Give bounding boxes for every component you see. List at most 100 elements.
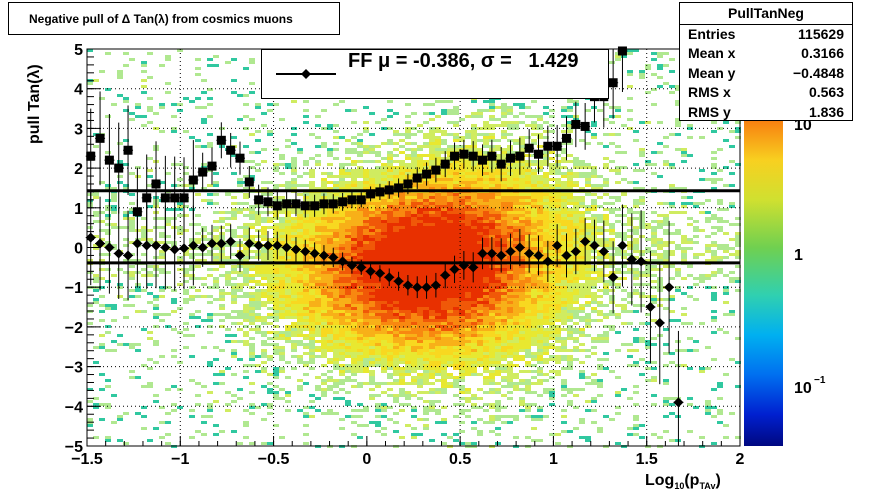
heatmap-cell (489, 100, 495, 103)
heatmap-cell (483, 334, 489, 337)
heatmap-cell (447, 100, 453, 103)
heatmap-cell (387, 256, 393, 259)
heatmap-cell (183, 328, 189, 331)
heatmap-cell (393, 283, 399, 286)
heatmap-cell (177, 163, 183, 166)
heatmap-cell (243, 232, 249, 235)
heatmap-cell (309, 331, 315, 334)
heatmap-cell (567, 193, 573, 196)
heatmap-cell (243, 160, 249, 163)
heatmap-cell (591, 307, 597, 310)
heatmap-cell (441, 280, 447, 283)
heatmap-cell (117, 142, 123, 145)
heatmap-cell (465, 181, 471, 184)
heatmap-cell (489, 280, 495, 283)
heatmap-cell (687, 322, 693, 325)
heatmap-cell (513, 316, 519, 319)
heatmap-cell (453, 133, 459, 136)
heatmap-cell (387, 271, 393, 274)
heatmap-cell (147, 238, 153, 241)
heatmap-cell (303, 121, 309, 124)
heatmap-cell (537, 277, 543, 280)
heatmap-cell (393, 211, 399, 214)
heatmap-cell (273, 307, 279, 310)
heatmap-cell (561, 220, 567, 223)
heatmap-cell (639, 304, 645, 307)
heatmap-cell (609, 226, 615, 229)
heatmap-cell (231, 58, 237, 61)
heatmap-cell (561, 238, 567, 241)
heatmap-cell (561, 316, 567, 319)
heatmap-cell (543, 199, 549, 202)
heatmap-cell (735, 280, 741, 283)
heatmap-cell (327, 127, 333, 130)
heatmap-cell (651, 187, 657, 190)
heatmap-cell (363, 259, 369, 262)
heatmap-cell (159, 64, 165, 67)
heatmap-cell (483, 139, 489, 142)
heatmap-cell (219, 211, 225, 214)
heatmap-cell (99, 319, 105, 322)
heatmap-cell (291, 322, 297, 325)
heatmap-cell (213, 55, 219, 58)
heatmap-cell (147, 283, 153, 286)
heatmap-cell (105, 199, 111, 202)
heatmap-cell (657, 253, 663, 256)
heatmap-cell (477, 181, 483, 184)
heatmap-cell (285, 295, 291, 298)
heatmap-cell (507, 280, 513, 283)
heatmap-cell (381, 250, 387, 253)
heatmap-cell (507, 259, 513, 262)
heatmap-cell (507, 172, 513, 175)
heatmap-cell (195, 214, 201, 217)
heatmap-cell (297, 217, 303, 220)
heatmap-cell (321, 313, 327, 316)
heatmap-cell (465, 298, 471, 301)
heatmap-cell (111, 247, 117, 250)
heatmap-cell (255, 307, 261, 310)
heatmap-cell (429, 328, 435, 331)
heatmap-cell (693, 235, 699, 238)
heatmap-cell (507, 127, 513, 130)
heatmap-cell (699, 136, 705, 139)
heatmap-cell (231, 316, 237, 319)
heatmap-cell (459, 322, 465, 325)
heatmap-cell (735, 232, 741, 235)
heatmap-cell (603, 253, 609, 256)
heatmap-cell (381, 328, 387, 331)
heatmap-cell (651, 52, 657, 55)
heatmap-cell (735, 256, 741, 259)
heatmap-cell (429, 331, 435, 334)
heatmap-cell (87, 259, 93, 262)
heatmap-cell (525, 124, 531, 127)
heatmap-cell (441, 283, 447, 286)
heatmap-cell (207, 316, 213, 319)
heatmap-cell (105, 88, 111, 91)
heatmap-cell (711, 187, 717, 190)
heatmap-cell (717, 178, 723, 181)
heatmap-cell (291, 307, 297, 310)
heatmap-cell (375, 196, 381, 199)
heatmap-cell (417, 247, 423, 250)
heatmap-cell (345, 304, 351, 307)
heatmap-cell (465, 301, 471, 304)
heatmap-cell (381, 283, 387, 286)
heatmap-cell (213, 280, 219, 283)
heatmap-cell (567, 274, 573, 277)
heatmap-cell (609, 142, 615, 145)
heatmap-cell (723, 289, 729, 292)
heatmap-cell (201, 163, 207, 166)
heatmap-cell (273, 226, 279, 229)
heatmap-cell (315, 259, 321, 262)
heatmap-cell (501, 133, 507, 136)
heatmap-cell (549, 211, 555, 214)
heatmap-cell (279, 274, 285, 277)
heatmap-cell (525, 196, 531, 199)
heatmap-cell (723, 139, 729, 142)
heatmap-cell (435, 316, 441, 319)
heatmap-cell (447, 271, 453, 274)
heatmap-cell (591, 184, 597, 187)
heatmap-cell (435, 301, 441, 304)
heatmap-cell (183, 184, 189, 187)
heatmap-cell (633, 310, 639, 313)
